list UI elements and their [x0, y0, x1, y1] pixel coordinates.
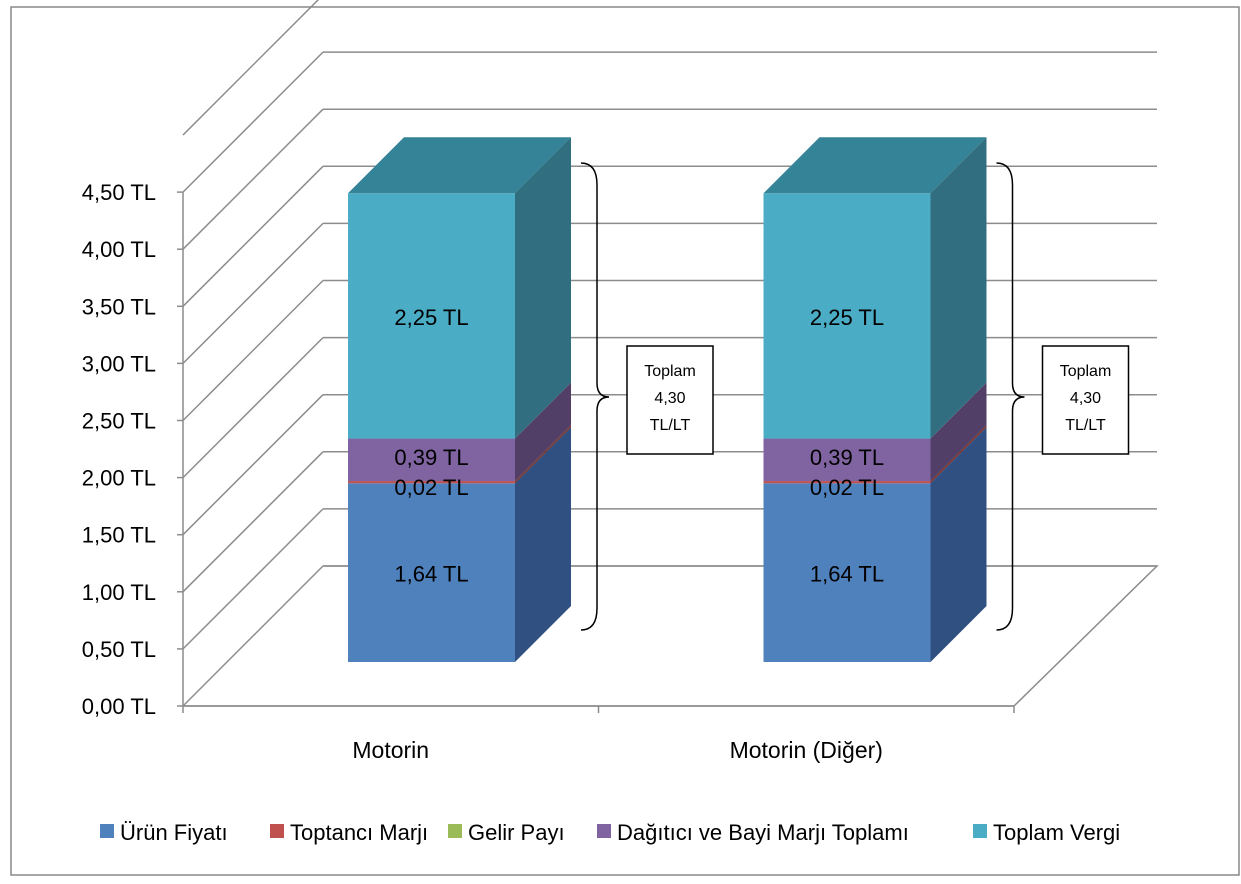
legend-label: Toptancı Marjı — [290, 820, 428, 845]
total-box-text: 4,30 — [1070, 390, 1101, 407]
data-label: 0,39 TL — [394, 445, 468, 470]
y-tick-label: 2,00 TL — [82, 466, 156, 491]
bar-segment-side — [515, 427, 571, 662]
wall-gridline — [182, 337, 324, 479]
bar-segment-side — [930, 425, 987, 484]
data-label: 0,02 TL — [810, 475, 884, 500]
data-label: 2,25 TL — [394, 305, 468, 330]
bar-segment — [348, 193, 515, 439]
wall-gridline — [182, 508, 324, 650]
annotations: Toplam 4,30 TL/LT Toplam 4,30 TL/LT — [580, 162, 1130, 631]
wall-gridline — [182, 165, 324, 307]
bar-segment — [763, 193, 931, 439]
data-label: 0,02 TL — [394, 475, 468, 500]
wall-gridline — [182, 451, 324, 593]
total-box-text: TL/LT — [650, 417, 691, 434]
bar-segment — [348, 483, 515, 662]
wall-gridline — [182, 0, 320, 136]
legend-label: Gelir Payı — [468, 820, 565, 845]
total-brace — [580, 162, 610, 631]
wall-gridline — [182, 565, 324, 707]
y-tick-label: 1,50 TL — [82, 523, 156, 548]
bar-segment-side — [930, 137, 987, 439]
y-tick-label: 4,00 TL — [82, 237, 156, 262]
x-category-label: Motorin (Diğer) — [730, 737, 883, 763]
wall-gridline — [182, 394, 324, 536]
bar-segment-side — [515, 425, 571, 484]
total-box — [626, 345, 714, 455]
bar-segment — [763, 438, 931, 482]
data-label: 0,39 TL — [810, 445, 884, 470]
total-brace — [996, 162, 1025, 631]
total-box-text: Toplam — [1060, 363, 1112, 380]
bar-segment-side — [930, 382, 987, 482]
legend-label: Ürün Fiyatı — [120, 820, 228, 845]
wall-gridline — [182, 108, 324, 250]
axes: 0,00 TL 0,50 TL 1,00 TL 1,50 TL 2,00 TL 2,50 … — [82, 180, 1015, 763]
data-label: 1,64 TL — [394, 562, 468, 587]
y-tick-label: 0,00 TL — [82, 694, 156, 719]
legend-swatch — [270, 824, 284, 838]
y-tick-label: 3,50 TL — [82, 294, 156, 319]
bar-segment-side — [930, 427, 987, 662]
legend-label: Toplam Vergi — [993, 820, 1120, 845]
y-tick-label: 4,50 TL — [82, 180, 156, 205]
bar-segment — [763, 483, 931, 662]
total-box-text: TL/LT — [1065, 417, 1106, 434]
y-tick-label: 0,50 TL — [82, 637, 156, 662]
y-tick-label: 2,50 TL — [82, 409, 156, 434]
total-box — [1041, 345, 1130, 455]
legend: Ürün Fiyatı Toptancı Marjı Gelir Payı Dağıt… — [100, 820, 1120, 845]
bar-segment — [763, 481, 931, 484]
legend-swatch — [100, 824, 114, 838]
data-label: 1,64 TL — [810, 562, 884, 587]
bar-segment — [348, 481, 515, 484]
y-tick-label: 1,00 TL — [82, 580, 156, 605]
total-box-text: 4,30 — [654, 390, 685, 407]
x-category-label: Motorin — [352, 737, 429, 763]
bar-top-face — [763, 137, 987, 194]
legend-swatch — [448, 824, 462, 838]
bar-top-face — [348, 137, 571, 194]
chart-border — [10, 6, 1240, 876]
wall-gridline — [182, 51, 324, 193]
legend-swatch — [973, 824, 987, 838]
legend-label: Dağıtıcı ve Bayi Marjı Toplamı — [617, 820, 909, 845]
bar-segment — [348, 438, 515, 482]
bar-segment-side — [515, 382, 571, 482]
data-label: 2,25 TL — [810, 305, 884, 330]
bars: 1,64 TL 0,02 TL 0,39 TL 2,25 TL 1,64 TL 0,02 … — [348, 137, 987, 662]
y-tick-label: 3,00 TL — [82, 351, 156, 376]
legend-swatch — [597, 824, 611, 838]
wall-gridline — [182, 279, 324, 422]
bar-segment-side — [515, 137, 571, 439]
wall-gridline — [182, 222, 324, 364]
total-box-text: Toplam — [644, 363, 696, 380]
